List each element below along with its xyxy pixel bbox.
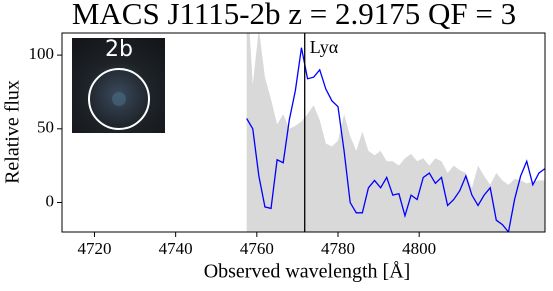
y-tick-label: 50 [37, 118, 54, 137]
plot-area [246, 33, 545, 232]
x-tick-label: 4740 [159, 239, 193, 258]
inset-label: 2b [105, 37, 133, 62]
inset-source [112, 92, 126, 106]
chart-title: MACS J1115-2b z = 2.9175 QF = 3 [72, 0, 516, 31]
y-tick-label: 100 [29, 44, 55, 63]
inset-image: 2b [72, 37, 165, 133]
x-tick-label: 4760 [240, 239, 274, 258]
y-tick-label: 0 [46, 191, 55, 210]
spectrum-line [246, 47, 545, 232]
x-tick-label: 4720 [77, 239, 111, 258]
x-tick-label: 4800 [402, 239, 436, 258]
x-tick-label: 4780 [321, 239, 355, 258]
inset-aperture [88, 68, 150, 130]
x-axis-label: Observed wavelength [Å] [204, 261, 411, 283]
noise-area [246, 33, 545, 232]
lya-label: Lyα [310, 37, 339, 57]
y-axis-label: Relative flux [2, 80, 24, 184]
inset-background [72, 38, 165, 133]
axes-frame [61, 32, 546, 233]
